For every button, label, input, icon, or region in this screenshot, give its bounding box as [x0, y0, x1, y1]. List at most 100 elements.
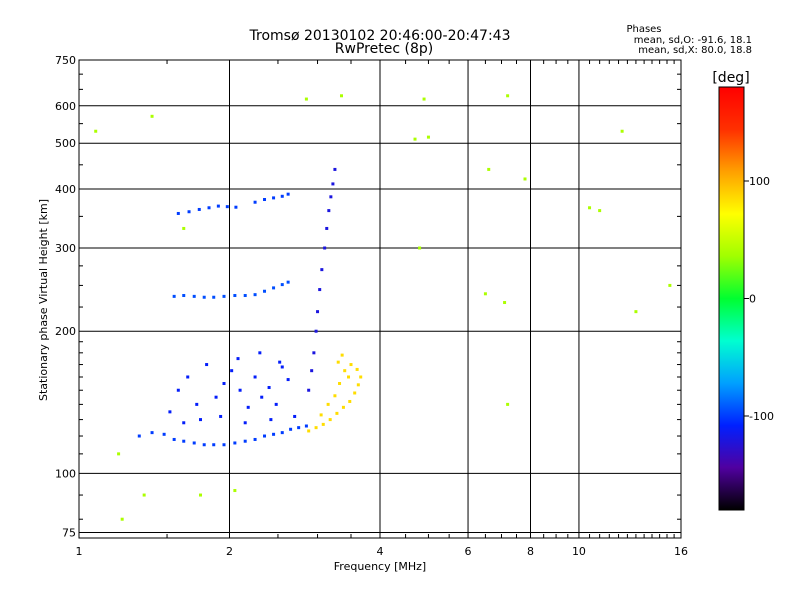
data-point	[289, 427, 293, 431]
data-point	[142, 493, 146, 497]
y-tick-label: 100	[55, 467, 76, 480]
data-point	[225, 205, 229, 209]
data-point	[219, 414, 223, 418]
data-point	[668, 283, 672, 287]
data-point	[323, 246, 327, 250]
data-point	[314, 426, 318, 430]
y-axis-label: Stationary phase Virtual Height [km]	[37, 199, 50, 401]
data-point	[137, 434, 141, 438]
grid	[79, 60, 681, 538]
data-point	[316, 310, 320, 314]
data-point	[272, 286, 276, 290]
data-point	[263, 434, 267, 438]
data-point	[280, 431, 284, 435]
data-point	[253, 293, 257, 297]
data-point	[150, 431, 154, 435]
data-point	[341, 405, 345, 409]
data-point	[172, 437, 176, 441]
x-tick-label: 4	[377, 545, 384, 558]
data-point	[319, 413, 323, 417]
colorbar-label: [deg]	[712, 70, 749, 86]
data-point	[487, 167, 491, 171]
data-point	[150, 114, 154, 118]
x-tick-label: 8	[527, 545, 534, 558]
data-point	[233, 294, 237, 298]
data-point	[413, 137, 417, 141]
data-point	[272, 432, 276, 436]
y-tick-label: 400	[55, 183, 76, 196]
data-point	[258, 351, 262, 355]
y-tick-label: 750	[55, 54, 76, 67]
data-point	[329, 195, 333, 199]
data-point	[418, 246, 422, 250]
data-point	[280, 365, 284, 369]
data-point	[506, 94, 510, 98]
data-point	[212, 443, 216, 447]
data-point	[355, 367, 359, 371]
data-point	[422, 97, 426, 101]
data-point	[199, 418, 203, 422]
colorbar: [deg] 100 0 -100	[712, 70, 774, 511]
data-point	[286, 378, 290, 382]
data-point	[310, 369, 314, 373]
y-tick-label: 600	[55, 100, 76, 113]
data-point	[634, 310, 638, 314]
data-point	[234, 205, 238, 209]
data-point	[353, 391, 357, 395]
x-tick-label: 1	[76, 545, 83, 558]
data-point	[293, 414, 297, 418]
data-point	[253, 200, 257, 204]
data-point	[348, 399, 352, 403]
data-point	[274, 402, 278, 406]
chart-subtitle: RwPretec (8p)	[335, 41, 433, 57]
data-point	[312, 351, 316, 355]
x-axis: 1 2 4 6 8 10 16	[76, 60, 688, 558]
data-point	[339, 94, 343, 98]
data-point	[307, 388, 311, 392]
data-point	[340, 353, 344, 357]
data-point	[117, 452, 121, 456]
y-tick-label: 500	[55, 137, 76, 150]
data-point	[523, 177, 527, 181]
y-tick-label: 200	[55, 325, 76, 338]
colorbar-tick-label: 100	[749, 175, 770, 188]
data-point	[588, 206, 592, 210]
y-axis: 75 100 200 300 400 500 600 750	[55, 54, 681, 539]
data-point	[246, 405, 250, 409]
data-point	[182, 226, 186, 230]
data-point	[506, 402, 510, 406]
data-point	[318, 288, 322, 292]
data-point	[620, 129, 624, 133]
data-point	[503, 301, 507, 305]
data-point	[356, 383, 360, 387]
data-point	[120, 517, 124, 521]
data-point	[307, 429, 311, 433]
data-point	[192, 441, 196, 445]
data-point	[222, 294, 226, 298]
data-point	[176, 211, 180, 215]
data-point	[333, 167, 337, 171]
data-point	[236, 357, 240, 361]
data-point	[195, 402, 199, 406]
data-point	[286, 192, 290, 196]
data-point	[205, 363, 209, 367]
data-point	[222, 443, 226, 447]
data-point	[426, 135, 430, 139]
data-point	[197, 207, 201, 211]
data-points	[94, 94, 672, 521]
data-point	[336, 360, 340, 364]
colorbar-tick-label: 0	[749, 293, 756, 306]
data-point	[483, 292, 487, 296]
data-point	[162, 432, 166, 436]
data-point	[327, 209, 331, 213]
x-tick-label: 16	[674, 545, 688, 558]
data-point	[326, 402, 330, 406]
data-point	[233, 441, 237, 445]
data-point	[335, 411, 339, 415]
data-point	[182, 439, 186, 443]
stats-title: Phases	[626, 24, 661, 35]
data-point	[230, 369, 234, 373]
data-point	[168, 410, 172, 414]
data-point	[321, 422, 325, 426]
x-tick-label: 6	[465, 545, 472, 558]
